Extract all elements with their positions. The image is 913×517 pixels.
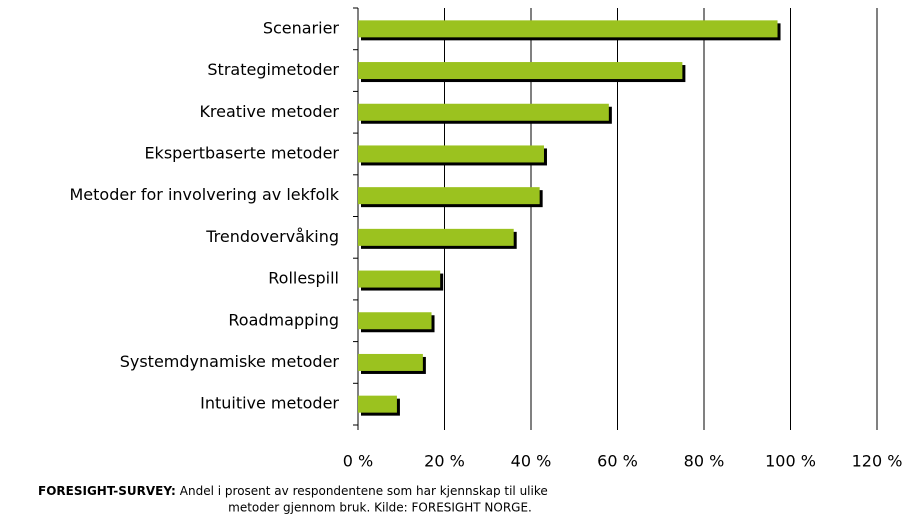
bar (358, 228, 514, 246)
x-tick-label: 40 % (511, 452, 552, 471)
x-tick-label: 20 % (424, 452, 465, 471)
x-tick-label: 100 % (765, 452, 816, 471)
bar (358, 145, 544, 163)
x-tick-label: 60 % (597, 452, 638, 471)
bar (358, 395, 397, 413)
x-tick-label: 120 % (852, 452, 903, 471)
x-tick-label: 80 % (684, 452, 725, 471)
caption-line: metoder gjennom bruk. Kilde: FORESIGHT N… (228, 501, 532, 515)
bar (358, 312, 432, 330)
caption-text: Andel i prosent av respondentene som har… (180, 484, 548, 498)
y-tick-label: Metoder for involvering av lekfolk (69, 185, 339, 204)
bar (358, 20, 778, 38)
y-tick-label: Roadmapping (228, 310, 339, 329)
y-tick-label: Scenarier (263, 18, 340, 37)
caption-line: FORESIGHT-SURVEY: Andel i prosent av resp… (38, 484, 548, 498)
bar (358, 187, 540, 205)
y-tick-label: Rollespill (268, 269, 339, 288)
y-tick-label: Strategimetoder (207, 60, 339, 79)
bar (358, 62, 683, 80)
bar (358, 270, 441, 288)
y-tick-label: Ekspertbaserte metoder (144, 143, 339, 162)
y-tick-label: Intuitive metoder (200, 394, 339, 413)
y-tick-label: Kreative metoder (199, 102, 339, 121)
y-tick-label: Trendovervåking (205, 227, 339, 246)
y-tick-label: Systemdynamiske metoder (120, 352, 340, 371)
bar (358, 353, 423, 371)
bar (358, 103, 609, 121)
x-tick-label: 0 % (343, 452, 373, 471)
caption-lead: FORESIGHT-SURVEY: (38, 484, 176, 498)
